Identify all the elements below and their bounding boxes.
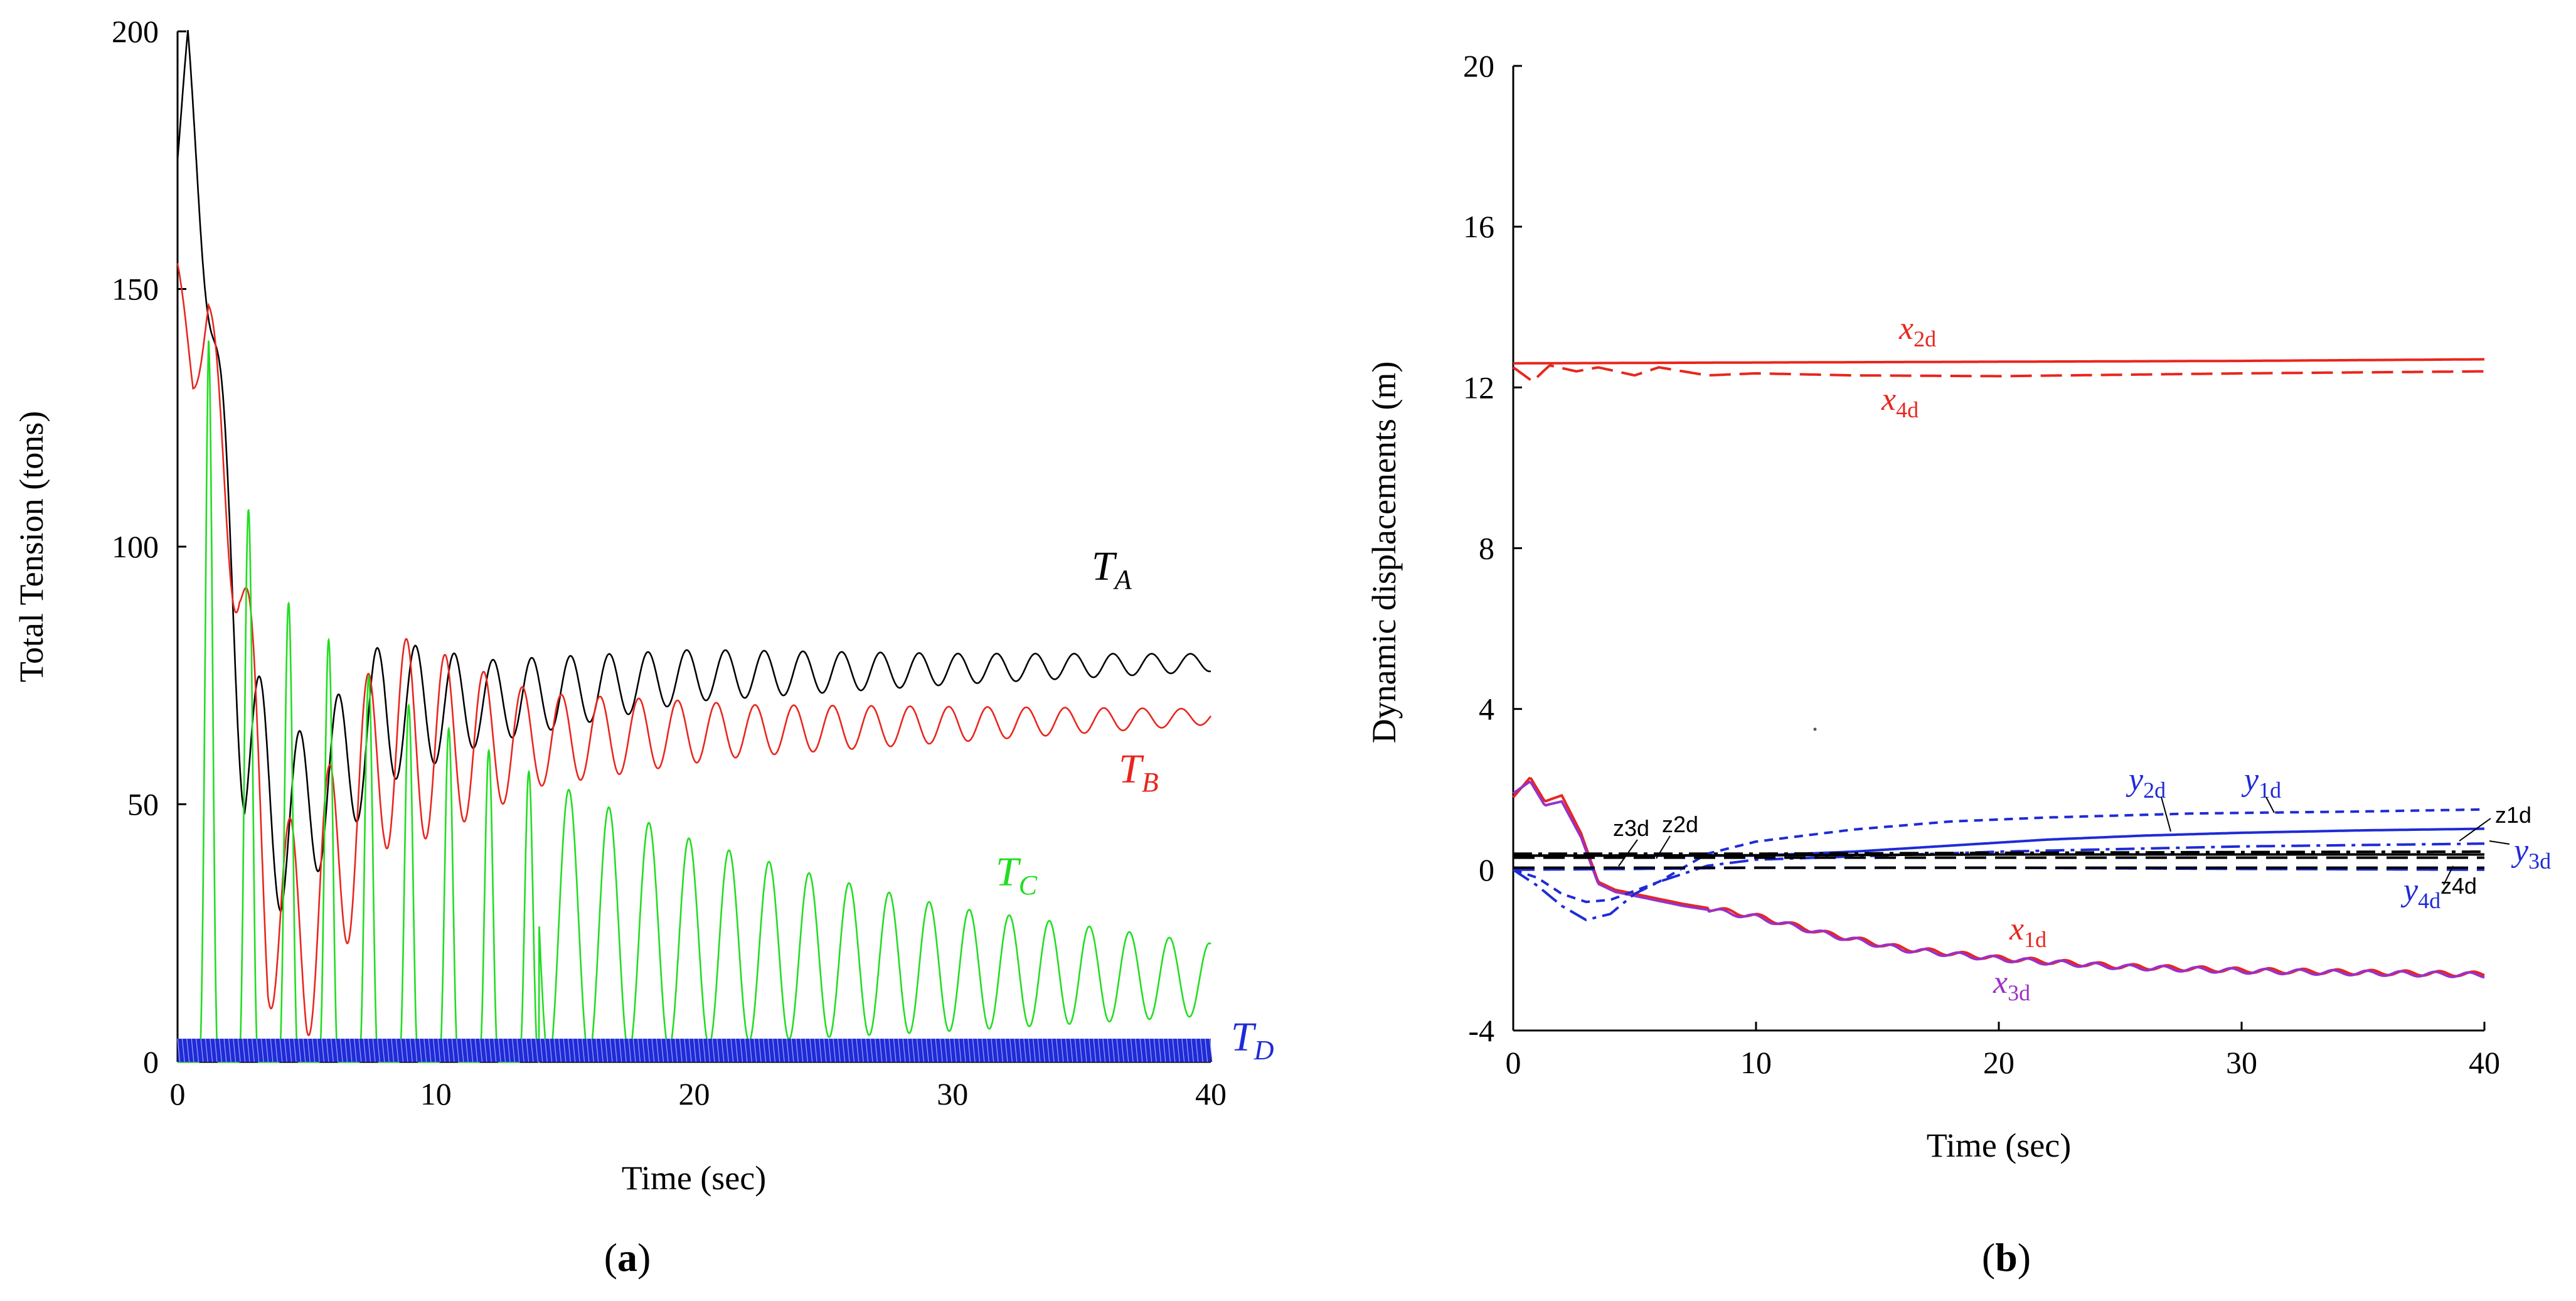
panel-b-ticks: 0 10 20 30 40 -4 0 4 8 12 16 20	[1463, 48, 2500, 1080]
panel-b-y-tick-label: 0	[1479, 852, 1494, 887]
label-t-a: TA	[1092, 543, 1132, 595]
series-y1d	[1513, 808, 2484, 904]
panel-a-x-tick-label: 40	[1195, 1076, 1227, 1111]
panel-b-displacement-chart: 0 10 20 30 40 -4 0 4 8 12 16 20 Time (sec) Dynamic …	[1365, 48, 2551, 1280]
panel-a-y-tick-label: 50	[127, 787, 159, 822]
panel-b-x-tick-label: 20	[1983, 1045, 2014, 1080]
leader-z3d	[1618, 839, 1638, 867]
panel-a-y-label: Total Tension (tons)	[13, 411, 50, 682]
panel-b-x-tick-label: 0	[1506, 1045, 1521, 1080]
panel-a-y-tick-label: 100	[112, 529, 159, 564]
leader-z2d	[1656, 835, 1671, 859]
panel-a-caption: (a)	[604, 1235, 651, 1280]
panel-a-x-label: Time (sec)	[622, 1159, 766, 1197]
leader-z1d	[2459, 818, 2491, 842]
label-z1d: z1d	[2495, 802, 2531, 828]
panel-b-y-label: Dynamic displacements (m)	[1365, 361, 1403, 744]
leader-y1d	[2265, 796, 2275, 813]
series-t-b	[176, 263, 1211, 1037]
panel-a-series	[176, 29, 1213, 1063]
series-y3d	[1512, 842, 2484, 922]
panel-a-tension-chart: 0 10 20 30 40 0 50 100 150 200 Time (sec) Total T…	[13, 14, 1274, 1280]
panel-b-x-tick-label: 10	[1740, 1045, 1772, 1080]
leader-y3d	[2489, 840, 2510, 845]
panel-b-leader-lines	[1618, 796, 2510, 886]
label-t-c: TC	[996, 849, 1038, 901]
series-x2d	[1513, 358, 2484, 365]
series-t-a	[176, 29, 1211, 913]
label-y4d: y4d	[2400, 872, 2440, 913]
panel-a-y-tick-label: 200	[112, 14, 159, 49]
panel-a-y-tick-label: 150	[112, 272, 159, 307]
series-z1d	[1513, 850, 2484, 855]
panel-b-y-tick-label: 8	[1479, 531, 1494, 566]
label-x4d: x4d	[1881, 382, 1919, 422]
label-x2d: x2d	[1898, 311, 1936, 351]
panel-b-y-tick-label: 4	[1479, 692, 1494, 727]
series-x4d	[1512, 364, 2484, 383]
panel-b-caption: (b)	[1982, 1235, 2031, 1280]
panel-b-y-tick-label: 20	[1463, 48, 1494, 83]
panel-a-x-tick-label: 10	[420, 1076, 452, 1111]
leader-z4d	[2443, 865, 2454, 886]
panel-b-series	[1512, 358, 2485, 979]
panel-b-y-tick-label: -4	[1468, 1013, 1494, 1048]
label-t-b: TB	[1119, 746, 1159, 798]
label-x3d: x3d	[1993, 965, 2030, 1005]
panel-b-x-tick-label: 40	[2469, 1045, 2500, 1080]
panel-b-y-tick-label: 12	[1463, 370, 1494, 405]
leader-y2d	[2161, 796, 2171, 832]
label-z3d: z3d	[1613, 815, 1649, 841]
label-z4d: z4d	[2440, 873, 2477, 899]
panel-a-y-tick-label: 0	[143, 1044, 159, 1079]
panel-b-x-tick-label: 30	[2226, 1045, 2257, 1080]
label-t-d: TD	[1231, 1014, 1274, 1066]
stray-dot	[1813, 727, 1817, 731]
panel-a-x-tick-label: 0	[170, 1076, 186, 1111]
label-x1d: x1d	[2009, 911, 2046, 952]
panel-b-y-tick-label: 16	[1463, 209, 1494, 244]
series-z3d	[1513, 853, 2484, 857]
label-y3d: y3d	[2511, 833, 2551, 874]
series-t-d-texture	[177, 1039, 1213, 1063]
panel-b-x-label: Time (sec)	[1927, 1127, 2071, 1164]
series-x3d	[1512, 780, 2485, 979]
label-z2d: z2d	[1662, 811, 1698, 837]
panel-a-x-tick-label: 20	[679, 1076, 710, 1111]
panel-a-x-tick-label: 30	[937, 1076, 968, 1111]
label-y1d: y1d	[2241, 762, 2281, 803]
